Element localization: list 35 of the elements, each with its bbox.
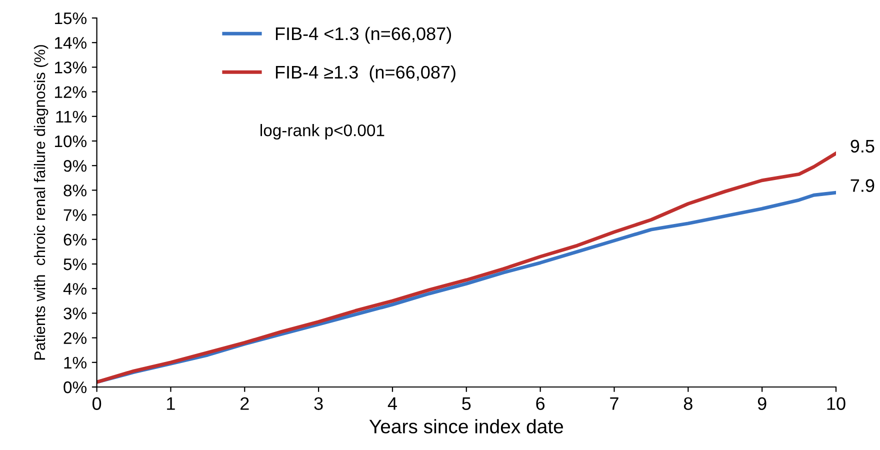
x-tick-label: 3 (314, 397, 323, 410)
x-tick-label: 0 (92, 397, 102, 410)
legend-label: FIB-4 ≥1.3 (n=66,087) (276, 65, 456, 82)
y-axis-title: Patients with chroic renal failure diagnosis (%) (34, 45, 48, 360)
y-tick-label: 11% (56, 110, 86, 123)
x-tick-label: 6 (536, 397, 545, 410)
y-tick-label: 9% (64, 160, 86, 172)
y-tick-label: 3% (64, 308, 86, 320)
x-tick-label: 8 (684, 397, 692, 410)
x-axis-title: Years since index date (369, 419, 564, 434)
y-tick-label: 4% (63, 283, 86, 295)
data-label: 9.5 (850, 140, 874, 153)
x-tick-label: 9 (758, 397, 766, 410)
x-tick-label: 2 (240, 397, 249, 410)
x-tick-label: 10 (827, 397, 846, 410)
legend-label: FIB-4 <1.3 (n=66,087) (276, 26, 452, 44)
x-tick-label: 7 (610, 397, 618, 410)
y-tick-label: 7% (64, 209, 86, 221)
y-tick-label: 1% (64, 356, 86, 369)
line-series (96, 152, 836, 384)
x-tick-label: 4 (388, 397, 397, 410)
annotation: log-rank p<0.001 (260, 124, 384, 140)
x-tick-label: 5 (462, 397, 471, 410)
y-tick-label: 5% (64, 258, 86, 270)
data-label: 7.9 (850, 179, 874, 192)
y-tick-label: 10% (54, 135, 86, 148)
y-tick-label: 8% (64, 184, 86, 196)
y-tick-label: 14% (54, 37, 86, 49)
y-tick-label: 13% (54, 62, 86, 74)
x-tick-label: 1 (167, 397, 175, 410)
y-tick-label: 0% (64, 381, 86, 394)
y-tick-label: 12% (54, 86, 86, 98)
y-tick-label: 6% (64, 234, 86, 246)
y-tick-label: 2% (64, 332, 86, 344)
y-tick-label: 15% (54, 12, 86, 24)
